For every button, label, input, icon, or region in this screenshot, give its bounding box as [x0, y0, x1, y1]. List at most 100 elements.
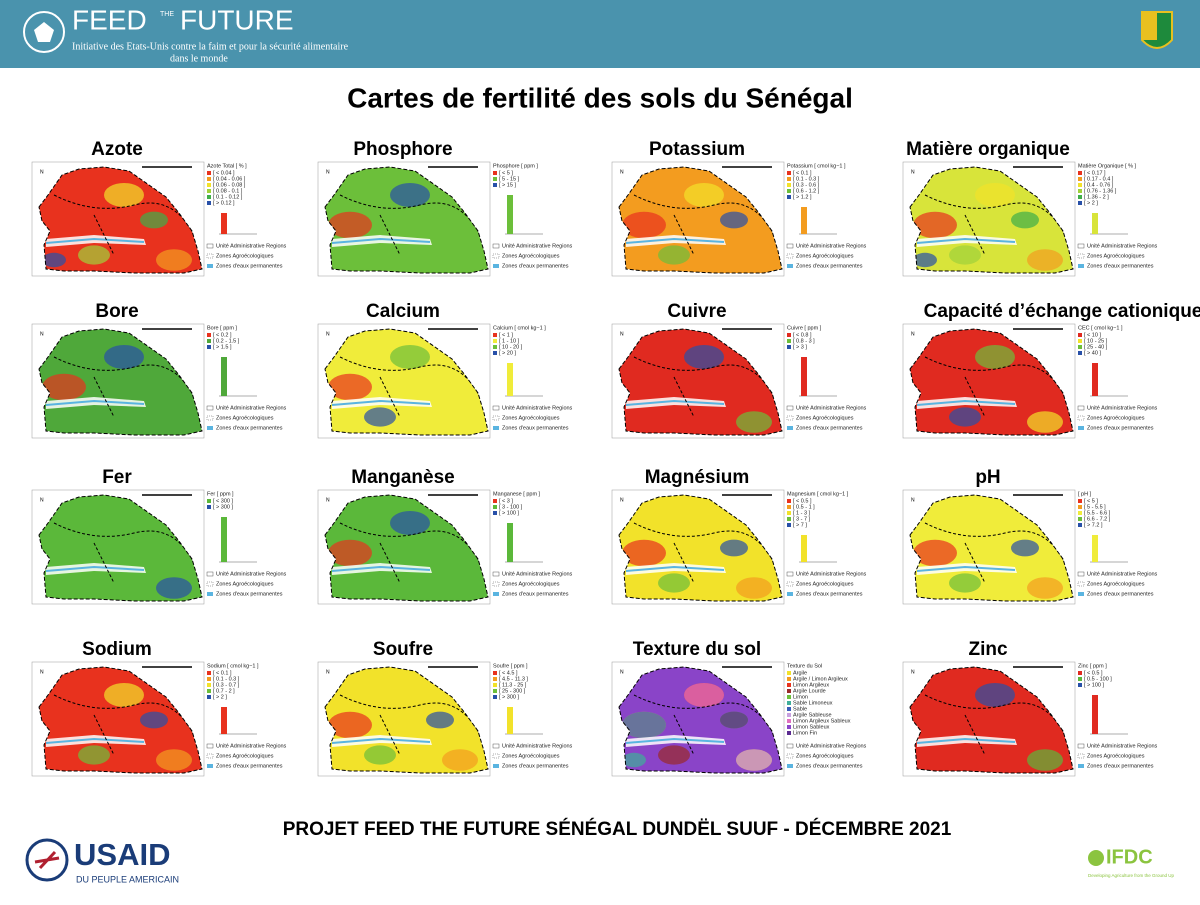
country-outline — [909, 166, 1074, 274]
legend-swatch — [206, 253, 214, 259]
zone-boundary — [339, 194, 481, 256]
legend-label: Unité Administrative Regions — [502, 743, 573, 749]
legend-title: Soufre [ ppm ] — [493, 663, 528, 669]
histogram — [221, 357, 227, 396]
legend-label: [ < 1 ] — [499, 332, 513, 338]
zone-boundary — [633, 522, 775, 584]
legend-swatch — [1078, 201, 1082, 205]
legend-swatch — [787, 195, 791, 199]
legend-title: Manganese [ ppm ] — [493, 491, 541, 497]
legend-label: Zones Agroécologiques — [1087, 581, 1145, 587]
legend-label: Zones d'eaux permanentes — [796, 425, 863, 431]
country-outline — [38, 328, 203, 436]
legend-label: [ 1 - 3 ] — [793, 510, 811, 516]
legend-swatch — [1077, 743, 1085, 749]
soil-patch — [684, 683, 724, 707]
country-fill — [39, 329, 202, 435]
map-panel: N Phosphore [ ppm ][ < 5 ][ 5 - 15 ][ > 1… — [317, 161, 573, 277]
legend-swatch — [787, 764, 793, 768]
country-outline — [38, 666, 203, 774]
north-arrow: N — [40, 669, 44, 675]
zone-boundary — [53, 522, 195, 584]
seal-emblem — [23, 11, 65, 53]
gambia-zone — [917, 735, 1017, 747]
legend-swatch — [1078, 189, 1082, 193]
north-arrow: N — [911, 331, 915, 337]
legend-swatch — [207, 499, 211, 503]
legend-swatch — [1077, 253, 1085, 259]
soil-map — [39, 667, 202, 773]
country-outline — [618, 666, 783, 774]
legend-label: Zones Agroécologiques — [502, 753, 560, 759]
country-outline — [38, 166, 203, 274]
soil-patch — [42, 252, 66, 268]
soil-map — [39, 329, 202, 435]
north-arrow: N — [911, 669, 915, 675]
legend-label: Unité Administrative Regions — [796, 743, 867, 749]
soil-map — [910, 329, 1073, 435]
legend-label: Unité Administrative Regions — [216, 571, 287, 577]
north-arrow: N — [326, 669, 330, 675]
country-fill — [619, 167, 782, 273]
gambia-zone — [332, 563, 432, 575]
soil-patch — [140, 711, 168, 729]
soil-patch — [949, 407, 981, 427]
map-title: Calcium — [366, 301, 440, 322]
legend-swatch — [787, 689, 791, 693]
histogram — [1092, 213, 1098, 234]
soil-patch — [328, 711, 372, 739]
legend-label: [ 25 - 40 ] — [1084, 344, 1108, 350]
legend-label: [ 0.76 - 1.36 ] — [1084, 188, 1117, 194]
legend-swatch — [207, 171, 211, 175]
north-arrow: N — [911, 169, 915, 175]
legend-swatch — [1078, 351, 1082, 355]
legend-swatch — [493, 689, 497, 693]
legend-label: [ > 300 ] — [499, 694, 520, 700]
country-outline — [618, 166, 783, 274]
soil-patch — [622, 539, 666, 567]
soil-patch — [156, 249, 192, 271]
legend-label: Zones Agroécologiques — [796, 753, 854, 759]
river — [331, 565, 431, 572]
legend-label: Zones Agroécologiques — [796, 415, 854, 421]
legend-label: [ 0.04 - 0.06 ] — [213, 176, 246, 182]
usaid-logo: USAID — [74, 837, 170, 872]
legend-label: Zones Agroécologiques — [1087, 753, 1145, 759]
soil-map — [619, 495, 782, 601]
legend-title: Fer [ ppm ] — [207, 491, 234, 497]
legend-swatch — [493, 499, 497, 503]
legend-label: Zones Agroécologiques — [1087, 415, 1145, 421]
header-bar — [0, 0, 1200, 68]
legend-swatch — [1078, 195, 1082, 199]
legend-label: [ > 1.5 ] — [213, 344, 232, 350]
legend-swatch — [787, 725, 791, 729]
map-panel: N CEC [ cmol kg−1 ][ < 10 ][ 10 - 25 ][ 2… — [902, 323, 1158, 439]
legend-label: [ 0.4 - 0.76 ] — [1084, 182, 1114, 188]
zone-boundary — [924, 694, 1066, 756]
soil-patch — [913, 539, 957, 567]
gambia-zone — [46, 397, 146, 409]
legend-label: Zones d'eaux permanentes — [502, 763, 569, 769]
legend-label: [ 1.36 - 2 ] — [1084, 194, 1109, 200]
legend-label: [ < 3 ] — [499, 498, 513, 504]
legend-swatch — [1078, 517, 1082, 521]
map-panel: N Manganese [ ppm ][ < 3 ][ 3 - 100 ][ > … — [317, 489, 573, 605]
soil-patch — [658, 745, 690, 765]
zone-boundary — [339, 356, 481, 418]
soil-patch — [622, 711, 666, 739]
legend-swatch — [1077, 581, 1085, 587]
legend-label: [ 10 - 25 ] — [1084, 338, 1108, 344]
legend-swatch — [1078, 177, 1082, 181]
legend-swatch — [207, 333, 211, 337]
river — [331, 737, 431, 744]
soil-map — [325, 329, 488, 435]
river — [45, 565, 145, 572]
country-fill — [910, 495, 1073, 601]
legend-label: Unité Administrative Regions — [216, 405, 287, 411]
legend-swatch — [1077, 571, 1085, 577]
legend-label: Zones Agroécologiques — [216, 415, 274, 421]
soil-patch — [736, 411, 772, 433]
soil-patch — [736, 577, 772, 599]
north-arrow: N — [40, 497, 44, 503]
legend-swatch — [206, 415, 214, 421]
